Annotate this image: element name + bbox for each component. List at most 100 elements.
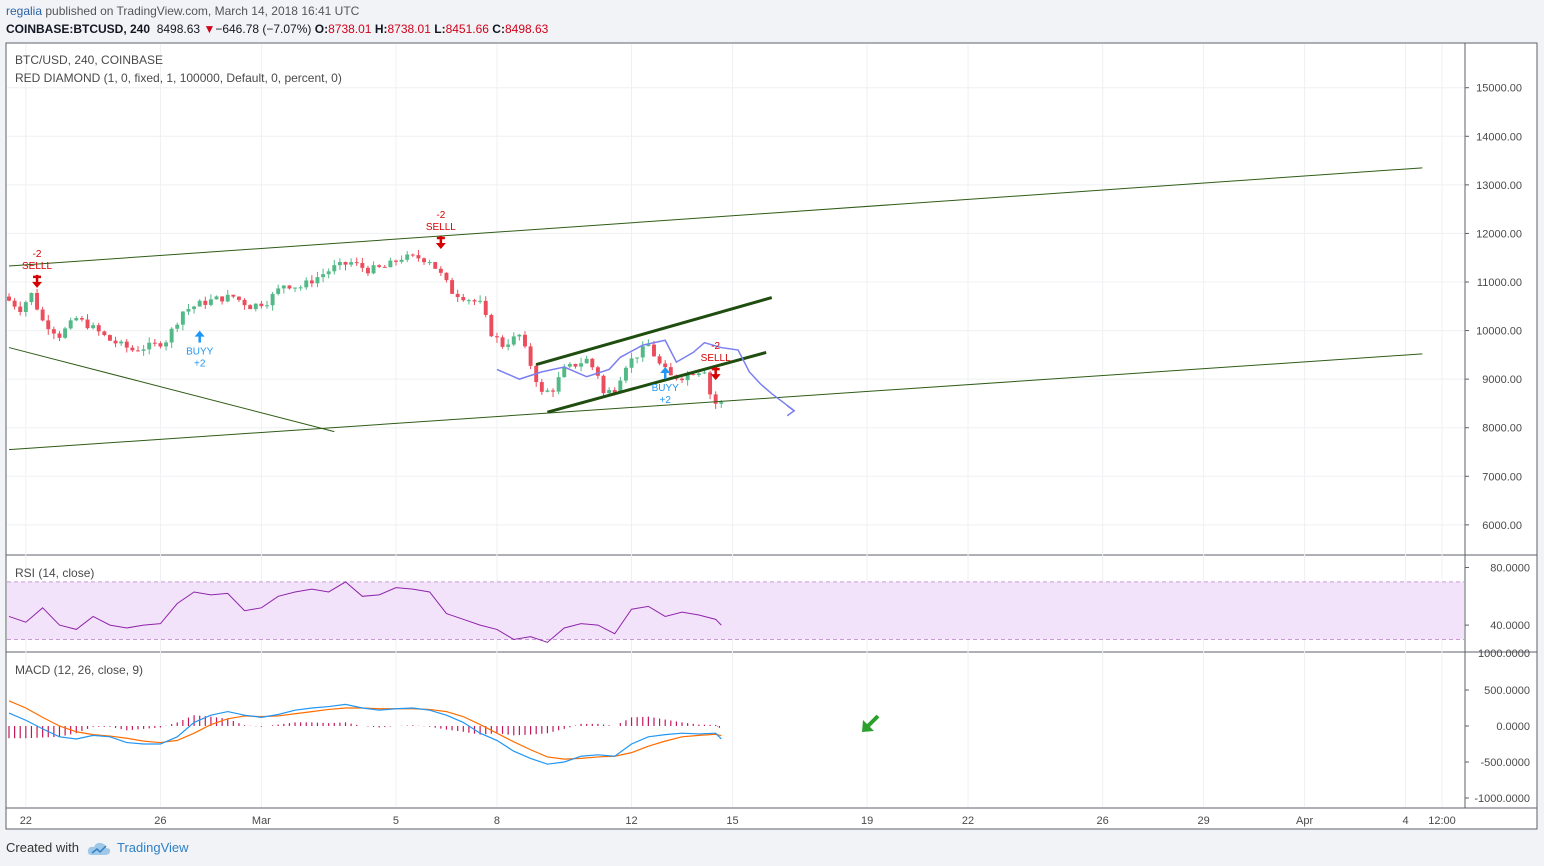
candle-body <box>12 300 17 307</box>
candle-body <box>29 292 34 303</box>
candle-body <box>472 300 477 302</box>
candle-body <box>528 346 533 366</box>
candle-body <box>287 285 292 289</box>
candle-body <box>573 363 578 367</box>
chart-title: BTC/USD, 240, COINBASE <box>15 53 163 67</box>
candle-body <box>646 344 651 347</box>
price-tick-label: 14000.00 <box>1476 131 1522 143</box>
candle-body <box>326 271 331 275</box>
candle-body <box>466 300 471 302</box>
sell-arrow-icon <box>32 281 43 288</box>
sell-signal-count: -2 <box>436 210 445 221</box>
candle-body <box>612 390 617 393</box>
candle-body <box>618 380 623 393</box>
high-value: 8738.01 <box>387 22 431 36</box>
candle-body <box>169 328 174 343</box>
candle-body <box>147 342 152 350</box>
time-tick-label: 29 <box>1197 815 1209 827</box>
candle-body <box>657 356 662 364</box>
candle-body <box>63 328 68 338</box>
price-tick-label: 13000.00 <box>1476 180 1522 192</box>
candle-body <box>539 382 544 392</box>
buy-signal-label: BUYY <box>652 383 680 394</box>
macd-tick-label: 0.0000 <box>1496 721 1530 733</box>
candle-body <box>691 374 696 376</box>
sell-arrow-icon <box>710 374 721 381</box>
candle-body <box>635 357 640 359</box>
sell-signal-label: SELLL <box>426 222 456 233</box>
candle-body <box>713 394 718 404</box>
time-tick-label: 22 <box>20 815 32 827</box>
candle-body <box>102 331 107 336</box>
candle-body <box>517 334 522 337</box>
candle-body <box>652 344 656 357</box>
candle-body <box>685 374 690 381</box>
symbol-name[interactable]: COINBASE:BTCUSD, 240 <box>6 22 151 36</box>
time-tick-label: 26 <box>154 815 166 827</box>
candle-body <box>371 265 376 274</box>
open-value: 8738.01 <box>328 22 372 36</box>
candle-body <box>388 260 393 268</box>
tradingview-cloud-icon <box>87 842 111 855</box>
candle-body <box>556 377 561 392</box>
candle-body <box>500 337 505 347</box>
candle-body <box>265 305 269 307</box>
buy-arrow-icon <box>660 367 671 373</box>
sell-arrow-stem <box>436 236 445 244</box>
buy-signal-label: BUYY <box>186 347 214 358</box>
price-tick-label: 11000.00 <box>1477 277 1522 289</box>
candle-body <box>248 305 253 310</box>
candle-body <box>23 302 28 312</box>
trend-line <box>8 353 1423 451</box>
candle-body <box>523 334 527 347</box>
candle-body <box>51 329 56 334</box>
open-label: O: <box>314 22 329 36</box>
candle-body <box>365 267 370 274</box>
candle-body <box>551 390 555 392</box>
candle-body <box>18 306 23 312</box>
candle-body <box>444 272 449 281</box>
price-tick-label: 9000.00 <box>1482 374 1522 386</box>
horizontal-grid <box>7 87 1464 526</box>
macd-tick-label: 500.0000 <box>1484 685 1530 697</box>
time-tick-label: Apr <box>1296 815 1313 827</box>
low-label: L: <box>434 22 446 36</box>
candle-body <box>192 306 197 310</box>
tradingview-brand-link[interactable]: TradingView <box>116 840 189 855</box>
price-axis[interactable]: 6000.00 7000.00 8000.00 9000.00 10000.00 1100… <box>1465 83 1530 805</box>
candle-body <box>433 262 438 269</box>
time-tick-label: 5 <box>393 815 399 827</box>
candle-body <box>203 300 208 305</box>
time-axis[interactable]: 22 26 Mar 5 8 12 15 19 22 26 29 Apr 4 12:00 <box>20 815 1456 827</box>
candle-body <box>321 274 326 278</box>
macd-tick-label: 1000.0000 <box>1478 648 1530 660</box>
candle-body <box>79 318 84 320</box>
candle-body <box>119 341 124 344</box>
time-tick-label: 19 <box>861 815 873 827</box>
candle-body <box>680 378 684 381</box>
candle-body <box>579 363 584 367</box>
candle-body <box>506 344 511 347</box>
candle-body <box>663 363 668 368</box>
candle-body <box>46 320 51 330</box>
macd-legend: MACD (12, 26, close, 9) <box>15 663 143 677</box>
candle-body <box>483 300 488 315</box>
candle-body <box>567 363 572 367</box>
candle-body <box>57 333 62 338</box>
candle-body <box>354 262 359 264</box>
candle-body <box>35 292 40 310</box>
time-tick-label: 22 <box>962 815 974 827</box>
macd-line <box>8 703 722 765</box>
sell-signal-label: SELLL <box>22 261 52 272</box>
author-link[interactable]: regalia <box>6 4 43 18</box>
candle-body <box>377 265 382 267</box>
candle-body <box>197 300 202 307</box>
sell-signal-label: SELLL <box>701 353 731 364</box>
candle-body <box>180 311 185 325</box>
rsi-pane <box>7 581 1464 643</box>
created-with-text: Created with <box>6 840 79 855</box>
candle-body <box>124 341 129 348</box>
candle-body <box>511 336 516 345</box>
candle-body <box>74 318 79 321</box>
